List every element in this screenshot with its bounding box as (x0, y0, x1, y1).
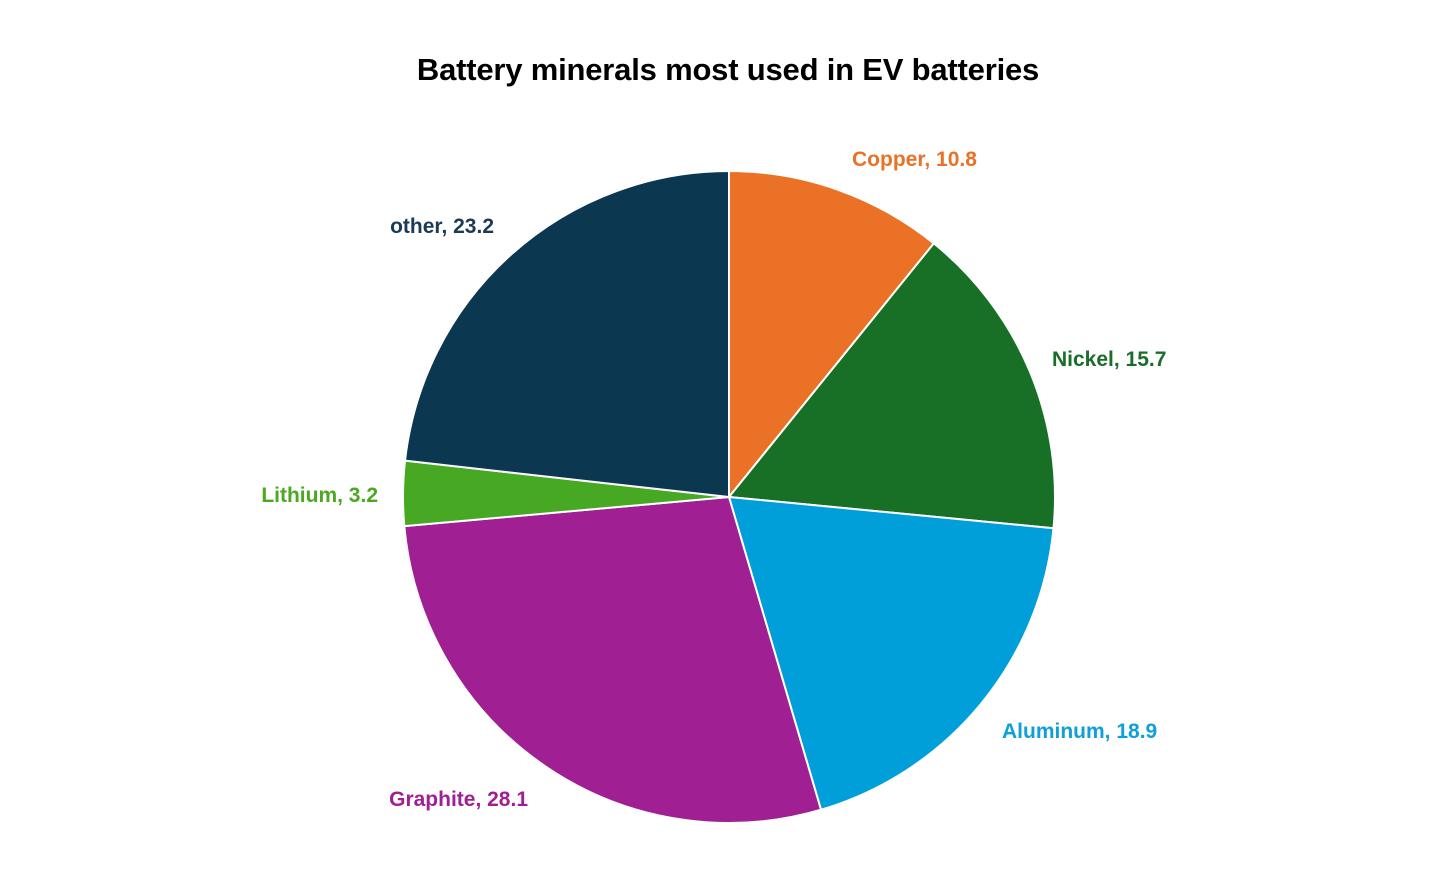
pie-slice-other (404, 170, 730, 498)
data-label-nickel: Nickel, 15.7 (1052, 348, 1166, 371)
pie-slice-graphite (403, 496, 823, 824)
chart-title: Battery minerals most used in EV batteri… (416, 52, 1040, 87)
data-label-lithium: Lithium, 3.2 (261, 484, 378, 507)
pie-slice-copper (728, 170, 935, 498)
pie-labels: Copper, 10.8 Nickel, 15.7 Aluminum, 18.9 Gr… (261, 148, 1166, 811)
data-label-aluminum: Aluminum, 18.9 (1002, 720, 1157, 743)
data-label-graphite: Graphite, 28.1 (389, 788, 528, 811)
pie-slices (402, 170, 1056, 824)
pie-slice-nickel (728, 242, 1056, 530)
pie-slice-aluminum (728, 496, 1055, 811)
data-label-other: other, 23.2 (390, 215, 494, 238)
data-label-copper: Copper, 10.8 (852, 148, 977, 171)
